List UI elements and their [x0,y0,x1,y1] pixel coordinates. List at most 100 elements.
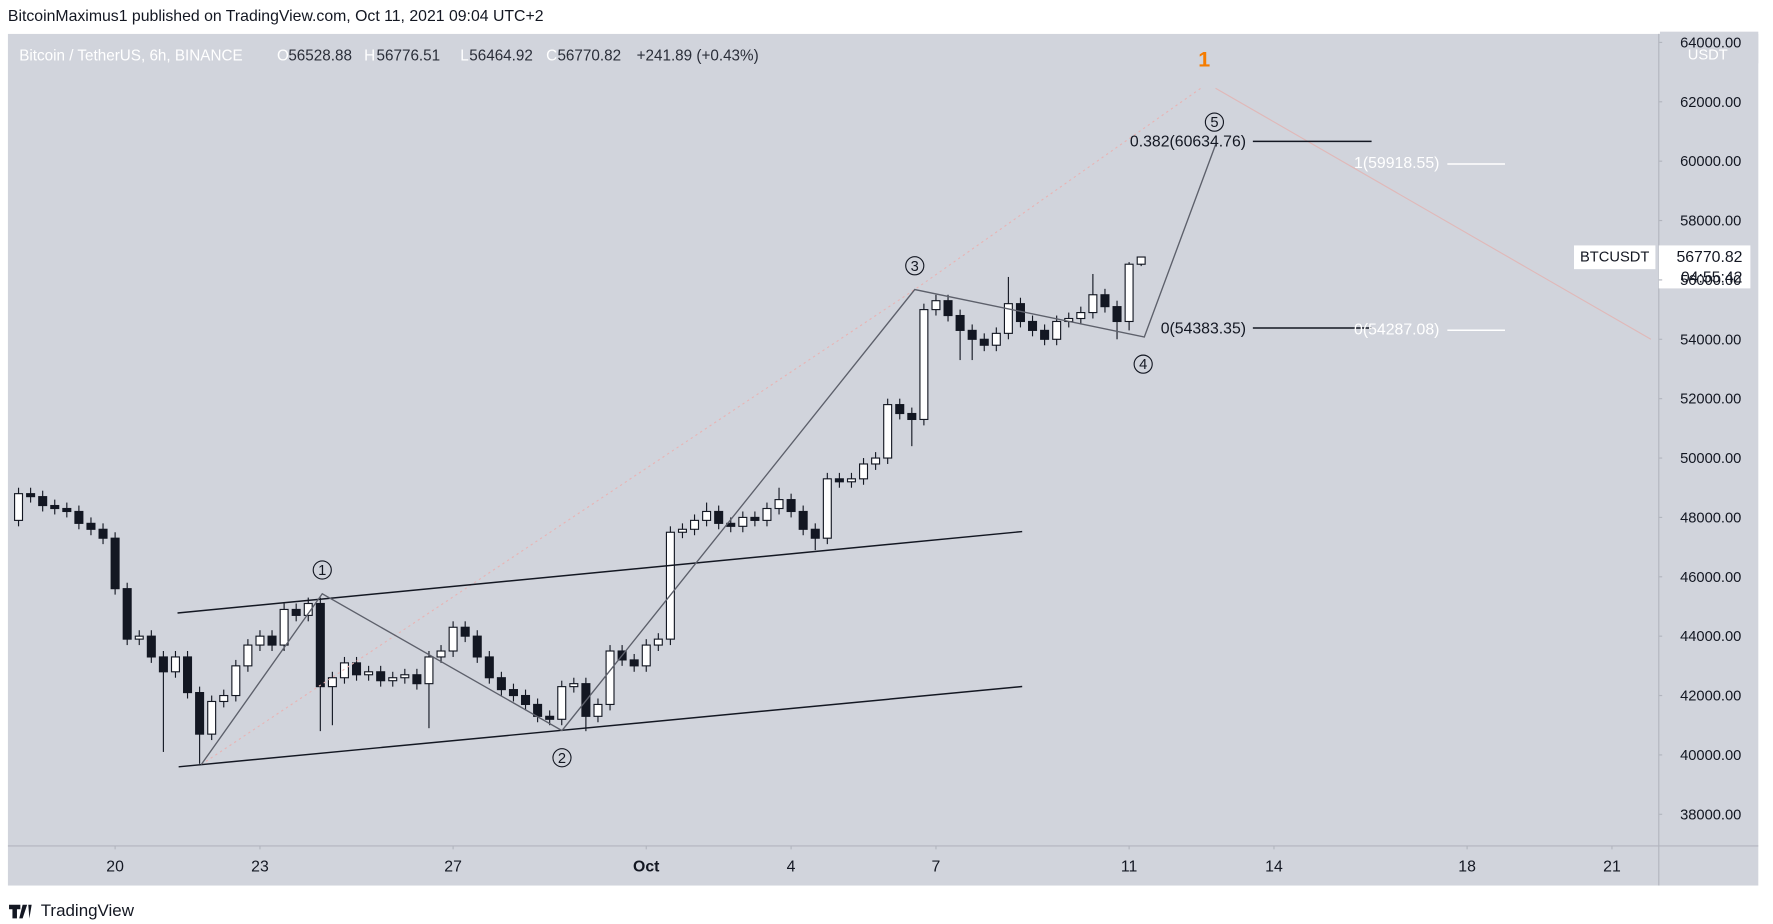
x-tick-label: 23 [251,859,269,876]
candle-body [521,694,531,706]
fib-label: 0(54287.08) [1354,321,1439,338]
candle-body [629,659,639,667]
fib-guide [1215,87,1652,340]
candle-body [207,700,217,735]
y-tick-label: 38000.00 [1680,807,1741,823]
candle-body [641,644,651,667]
candle-body [810,528,820,539]
candle-body [14,493,24,521]
candle-body [146,635,156,658]
candle-body [400,674,410,679]
ohlc-value: 56464.92 [469,48,533,65]
candle-body [545,715,555,720]
y-tick-label: 58000.00 [1680,214,1741,230]
y-tick-label: 56000.00 [1680,273,1741,289]
candle-body [134,635,144,640]
candle-body [1088,294,1098,314]
countdown: 04:55:42 [1681,269,1743,286]
x-tick-label: 18 [1458,859,1476,876]
candle-body [943,300,953,317]
ohlc-prefix: H [364,48,375,65]
wave-circle [1204,112,1225,132]
candle-body [26,493,36,498]
wave-target-label: 1 [1198,48,1210,72]
candle-body [762,507,772,521]
fib-label: 0(54383.35) [1161,320,1246,337]
candle-body [352,662,362,676]
y-tick-label: 48000.00 [1680,510,1741,526]
candle-body [364,671,374,676]
candle-body [267,635,277,646]
candle-body [883,404,893,459]
candle-body [702,510,712,521]
candle-body [219,694,229,703]
candle-body [1028,320,1038,331]
candle-body [834,478,844,483]
ohlc-prefix: O [277,48,289,65]
x-tick-label: 11 [1121,859,1138,876]
candle-body [279,608,289,646]
candle-body [822,478,832,539]
x-tick-label: 4 [787,859,796,876]
x-tick-label: 7 [932,859,941,876]
candle-body [303,602,313,616]
y-tick-label: 54000.00 [1680,332,1741,348]
plot-area [14,256,1146,764]
candle-body [786,499,796,513]
y-tick-label: 64000.00 [1680,35,1741,51]
ohlc-prefix: C [546,48,557,65]
wave-label: 1 [318,563,326,579]
x-tick-label: 27 [444,859,462,876]
channel-line [178,685,1023,768]
ohlc-value: 56528.88 [288,48,352,65]
candle-body [86,522,96,530]
change: +241.89 (+0.43%) [637,48,759,65]
fib-label: 1(59918.55) [1354,155,1439,172]
candle-body [714,510,724,524]
candle-body [110,537,120,590]
candle-body [1003,303,1013,334]
y-tick-label: 40000.00 [1680,748,1741,764]
wave-label: 2 [558,751,566,767]
symbol-title: Bitcoin / TetherUS, 6h, BINANCE [19,48,242,65]
candle-body [38,496,48,507]
y-tick-label: 42000.00 [1680,689,1741,705]
candle-body [931,300,941,311]
candle-body [557,686,567,720]
chart-background [7,33,1759,886]
candle-body [859,463,869,480]
price-badge [1658,245,1751,289]
candle-body [605,650,615,706]
candle-body [774,499,784,510]
candle-body [472,635,482,658]
candle-body [158,656,168,673]
candle-body [291,608,301,616]
ohlc-value: 56776.51 [377,48,441,65]
candle-body [1100,294,1110,308]
y-tick-label: 60000.00 [1680,154,1741,170]
candle-body [1040,329,1050,340]
x-tick-label: Oct [633,859,660,876]
candle-body [750,516,760,521]
y-tick-label: 62000.00 [1680,95,1741,111]
x-tick-label: 20 [106,859,124,876]
candle-body [798,510,808,530]
wave-circle [552,748,572,768]
candle-body [979,338,989,346]
candle-body [170,656,180,673]
symbol-badge-text: BTCUSDT [1580,250,1649,266]
candle-body [1112,306,1122,323]
candle-body [1076,312,1086,320]
candle-body [183,656,193,694]
candle-body [991,332,1001,346]
wave-path [200,144,1217,765]
candle-body [1136,256,1146,265]
y-tick-label: 46000.00 [1680,570,1741,586]
candle-body [339,662,349,679]
ohlc-value: 56770.82 [557,48,621,65]
candle-body [98,528,108,539]
axis-mask [1659,31,1759,64]
candle-body [484,656,494,679]
candle-body [508,689,518,697]
candle-body [895,404,905,415]
